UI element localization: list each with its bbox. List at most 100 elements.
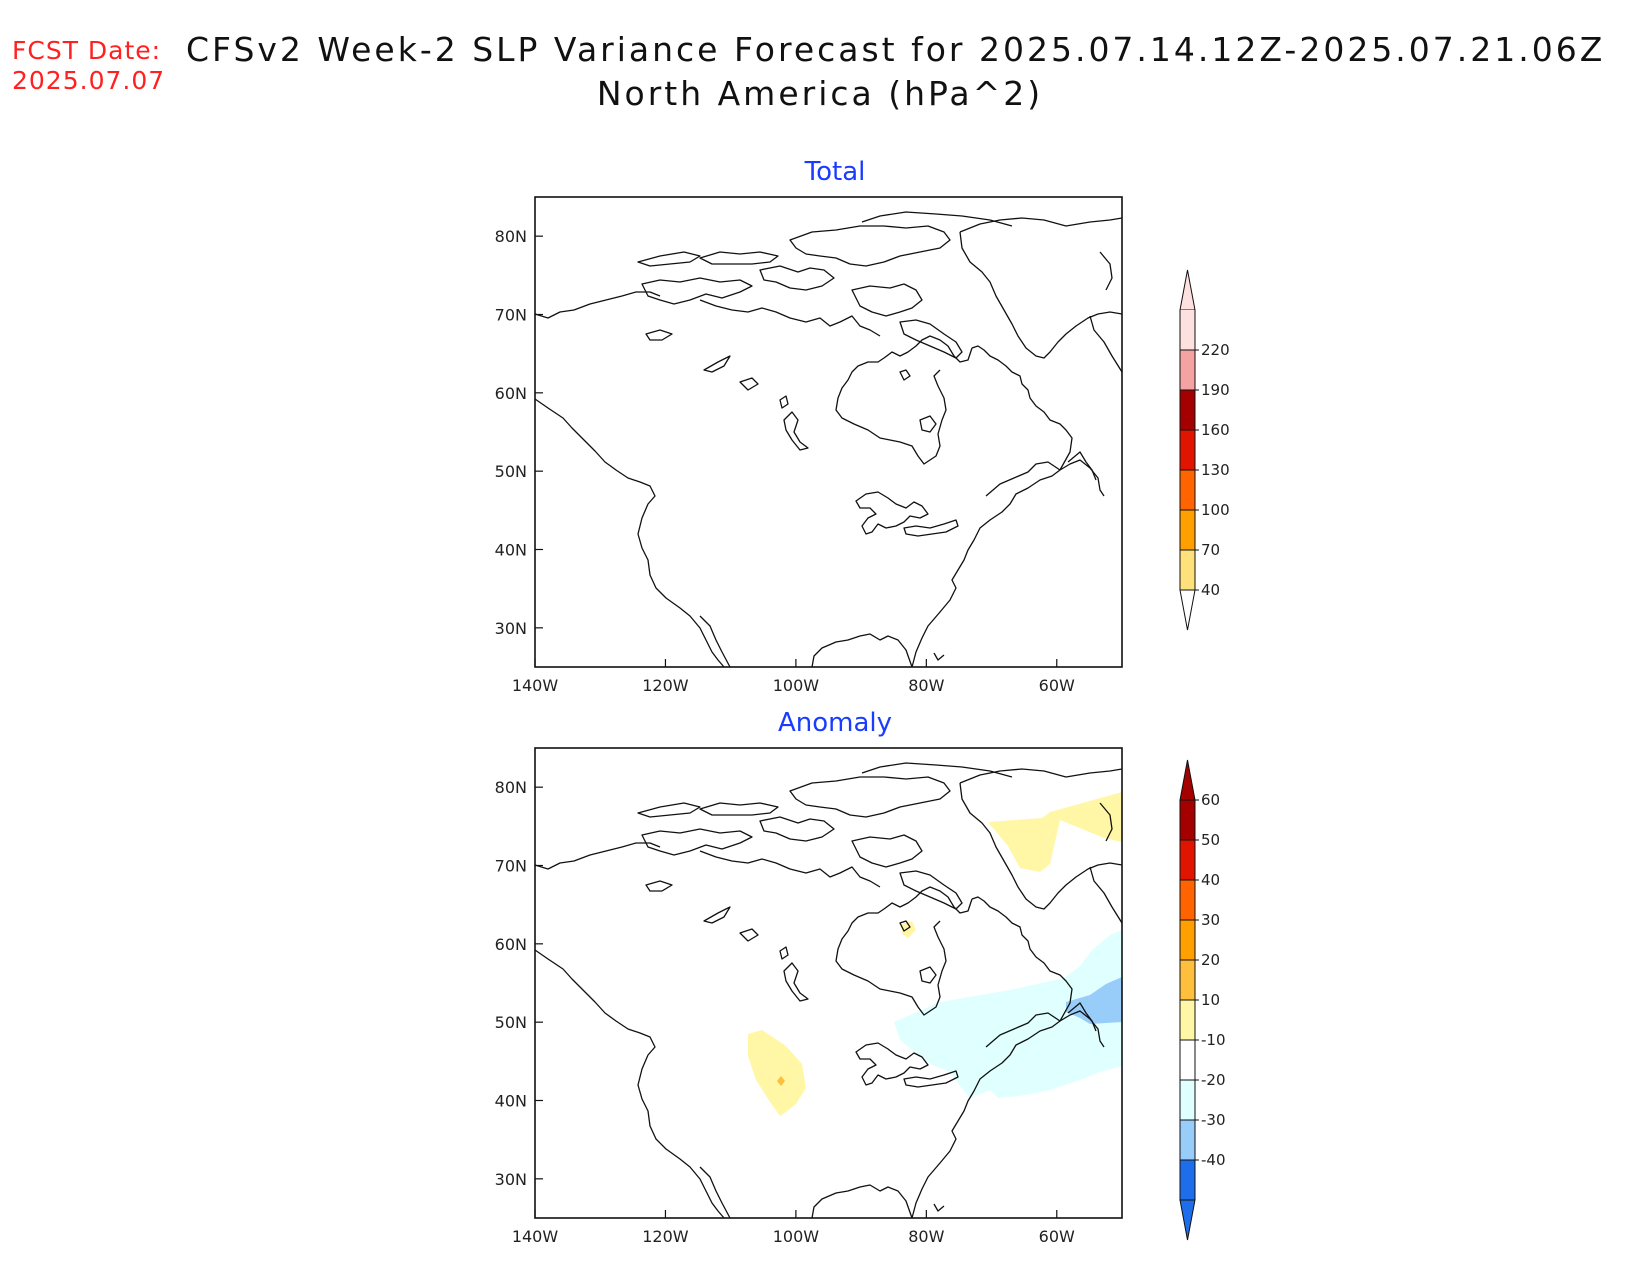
colorbar-segment (1180, 920, 1195, 960)
colorbar-label: 10 (1201, 991, 1220, 1009)
coastline-segment (699, 850, 881, 888)
coastline-segment (971, 345, 1073, 471)
panel-title-anomaly: Anomaly (778, 708, 892, 738)
coastline-segment (534, 291, 661, 319)
coastline-segment (919, 966, 937, 984)
colorbar-label: 130 (1201, 461, 1230, 479)
lon-tick-label: 120W (642, 1227, 689, 1246)
axes-anomaly: 80N 70N 60N 50N 40N 30N 140W 120W 100W 80W 60W (495, 778, 1075, 1246)
coastline-segment (903, 519, 959, 537)
colorbar-label: -30 (1201, 1111, 1226, 1129)
plains-core (777, 1076, 785, 1086)
map-frame (534, 747, 1123, 1219)
colorbar-label: -10 (1201, 1031, 1226, 1049)
coastline-segment (783, 411, 809, 451)
coastline-segment (1067, 1002, 1097, 1032)
colorbar-label: 70 (1201, 541, 1220, 559)
colorbar-segment (1180, 840, 1195, 880)
axes-total: 80N 70N 60N 50N 40N 30N 140W 120W 100W 80W 60W (495, 227, 1075, 695)
map-total (534, 196, 1123, 668)
colorbar-segment (1180, 470, 1195, 510)
coastline-segment (1099, 251, 1113, 291)
coastline-segment (534, 398, 725, 668)
coastline-segment (534, 949, 725, 1219)
lon-tick-label: 100W (773, 676, 820, 695)
coastline-segment (861, 211, 1013, 227)
coastline-segment (645, 880, 673, 892)
colorbar-segment (1180, 550, 1195, 590)
lon-tick-label: 60W (1039, 676, 1075, 695)
colorbar-label: 30 (1201, 911, 1220, 929)
colorbar-label: -20 (1201, 1071, 1226, 1089)
coastline-segment (699, 251, 779, 265)
coastline-segment (971, 896, 1073, 1022)
coastline-segment (645, 329, 673, 341)
coastline-segment (851, 834, 923, 868)
greenland-positive (988, 792, 1122, 872)
coastline-segment (637, 802, 701, 818)
lon-tick-label: 100W (773, 1227, 820, 1246)
coastline-segment (899, 369, 911, 381)
lat-tick-label: 30N (495, 1170, 527, 1189)
coastline-segment (899, 870, 963, 910)
coastline-segment (1099, 802, 1113, 842)
coastline-segment (1089, 866, 1123, 924)
colorbar-label: 20 (1201, 951, 1220, 969)
coastline-segment (811, 1184, 913, 1219)
lon-tick-label: 120W (642, 676, 689, 695)
fcst-date-label: FCST Date: (12, 36, 162, 65)
lat-tick-label: 80N (495, 778, 527, 797)
coastline-segment (855, 1042, 929, 1086)
coastline-segment (699, 615, 731, 668)
coastline-segment (899, 319, 963, 359)
forecast-date-block: FCST Date: 2025.07.07 (12, 36, 165, 96)
colorbar-segment (1180, 510, 1195, 550)
coastline-segment (911, 459, 1105, 668)
fcst-date-value: 2025.07.07 (12, 66, 166, 95)
colorbar-low-arrow (1179, 589, 1196, 631)
coastline-segment (759, 816, 835, 842)
map-anomaly (534, 747, 1123, 1219)
colorbar-label: 40 (1201, 871, 1220, 889)
colorbar-segment (1180, 1080, 1195, 1120)
hudson-positive (902, 921, 916, 938)
coastline-segment (959, 231, 1123, 359)
colorbar-label: 160 (1201, 421, 1230, 439)
coastline-segment (789, 776, 951, 818)
coastline-segment (919, 415, 937, 433)
figure-title: CFSv2 Week-2 SLP Variance Forecast for 2… (186, 30, 1606, 69)
coastline-segment (811, 633, 913, 668)
colorbar-label: 40 (1201, 581, 1220, 599)
lon-tick-label: 140W (512, 676, 559, 695)
colorbar-total: 40 70 100 130 160 190 220 (1179, 269, 1230, 631)
lat-tick-label: 40N (495, 541, 527, 560)
colorbar-label: 220 (1201, 341, 1230, 359)
newfoundland-negative (1066, 977, 1122, 1024)
lat-tick-label: 70N (495, 306, 527, 325)
colorbar-segment (1180, 430, 1195, 470)
colorbar-label: 100 (1201, 501, 1230, 519)
coastline-segment (703, 906, 731, 924)
coastline-segment (779, 946, 789, 960)
coastline-segment (534, 842, 661, 870)
coastline-segment (985, 461, 1061, 497)
anomaly-shading (748, 792, 1122, 1116)
coastline-segment (1089, 315, 1123, 373)
colorbar-anomaly: -40 -30 -20 -10 10 20 30 40 50 60 (1179, 759, 1226, 1241)
coastline-segment (855, 491, 929, 535)
colorbar-segment (1180, 1000, 1195, 1040)
coastline-segment (641, 277, 753, 305)
coastline-segment (959, 782, 1123, 910)
coastline-segment (783, 962, 809, 1002)
coastline-segment (637, 251, 701, 267)
colorbar-label: 190 (1201, 381, 1230, 399)
lon-tick-label: 80W (908, 676, 944, 695)
coastline-segment (1067, 451, 1097, 481)
coastline-segment (985, 1012, 1061, 1048)
coastline-segment (959, 217, 1123, 233)
colorbar-low-arrow (1179, 1199, 1196, 1241)
coastline-segment (835, 335, 973, 465)
